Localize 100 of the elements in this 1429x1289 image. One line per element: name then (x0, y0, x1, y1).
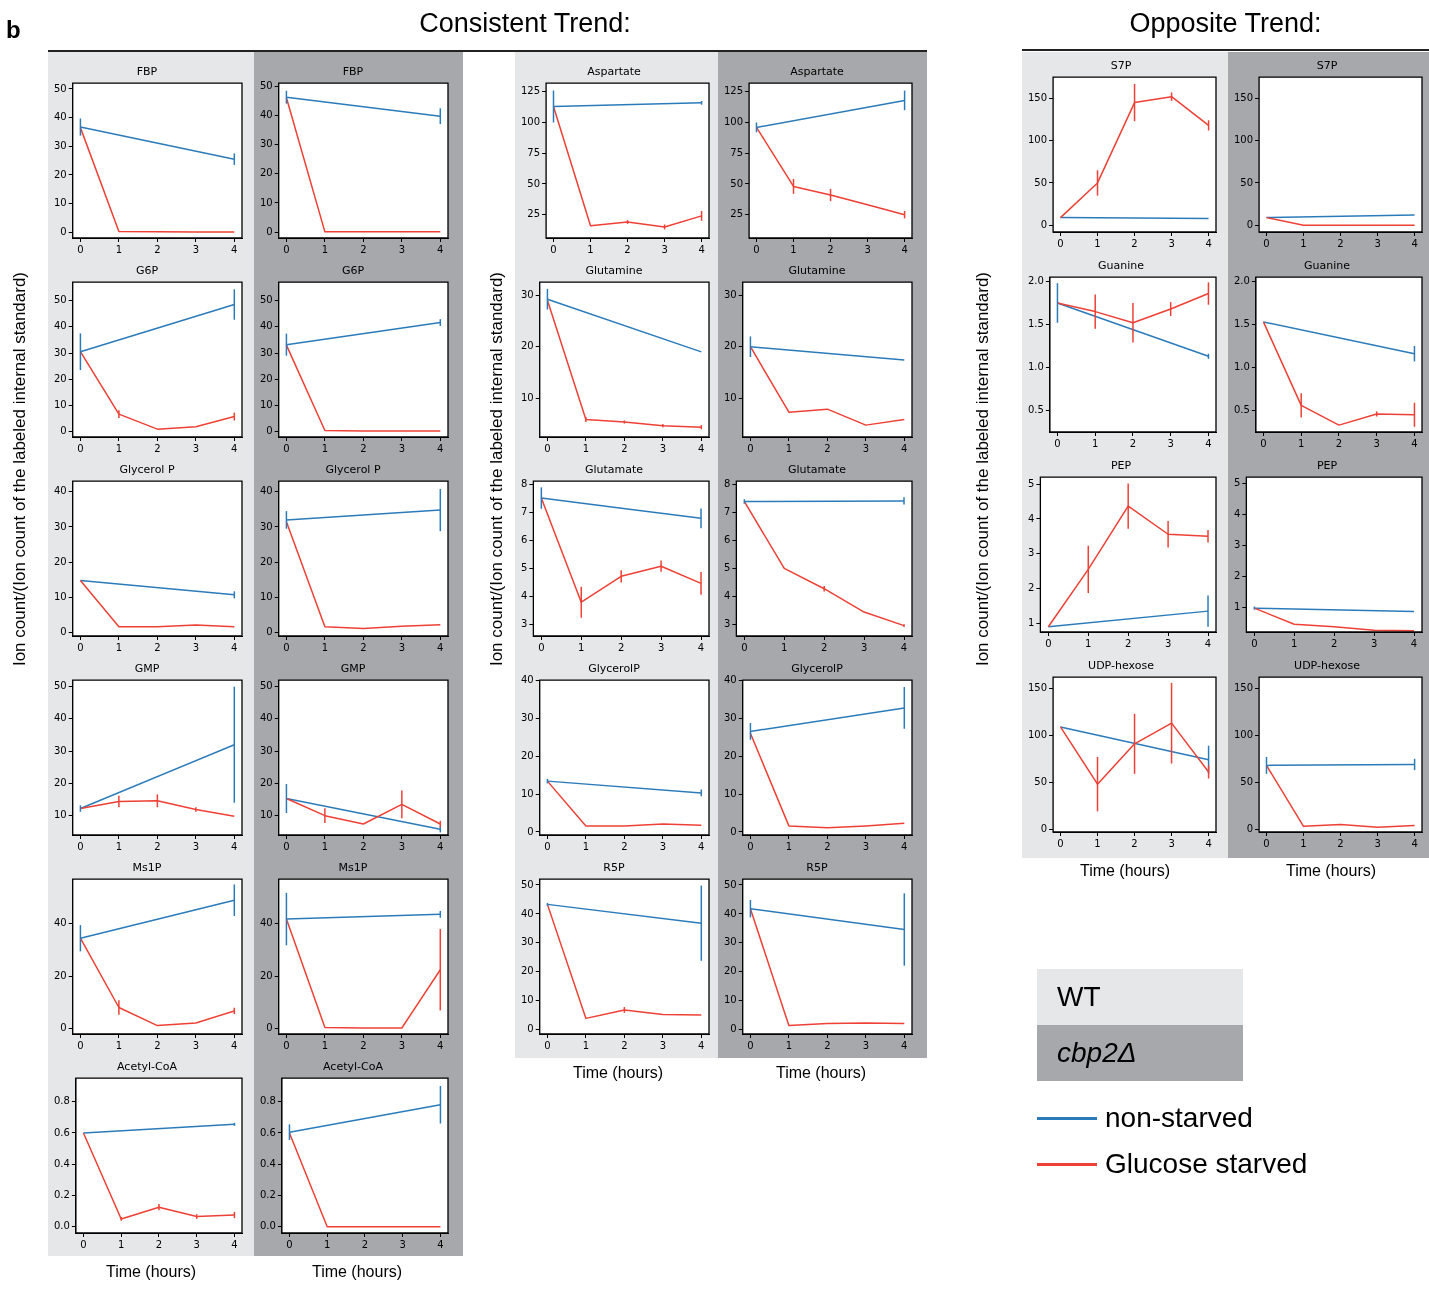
x-tick-label: 0 (1263, 837, 1270, 849)
y-tick-label: 0.2 (260, 1189, 276, 1201)
chart-title: R5P (603, 861, 625, 875)
y-tick-label: 3 (723, 618, 731, 630)
y-tick-label: 2.0 (1234, 275, 1250, 287)
x-tick-label: 0 (544, 840, 551, 852)
x-tick-label: 2 (154, 442, 161, 454)
y-tick-label: 30 (520, 711, 534, 723)
x-tick-label: 2 (360, 243, 367, 255)
y-tick-label: 0 (527, 1023, 534, 1035)
x-axis-title: Time (hours) (104, 1263, 198, 1281)
y-tick-label: 0 (1246, 218, 1254, 230)
y-tick-label: 30 (53, 346, 67, 358)
x-tick-label: 3 (192, 641, 200, 653)
x-tick-label: 4 (437, 442, 444, 454)
x-tick-label: 4 (231, 641, 238, 653)
text: WT (1037, 969, 1243, 1025)
chart-title: Guanine (1303, 259, 1351, 273)
chart-title: GlycerolP (588, 662, 641, 676)
x-tick-label: 1 (1300, 237, 1307, 249)
x-tick-label: 2 (1131, 237, 1138, 249)
y-axis-title: Ion count/(Ion count of the labeled internal standard) (972, 270, 993, 669)
x-tick-label: 1 (118, 1238, 125, 1250)
y-tick-label: 30 (723, 288, 737, 300)
x-tick-label: 4 (231, 442, 238, 454)
x-tick-label: 0 (747, 1039, 754, 1051)
y-tick-label: 40 (723, 673, 737, 685)
x-tick-label: 1 (1300, 837, 1307, 849)
x-tick-label: 0 (1057, 237, 1064, 249)
x-tick-label: 2 (1129, 437, 1137, 449)
y-tick-label: 30 (520, 936, 534, 948)
y-tick-label: 50 (53, 82, 67, 94)
x-tick-label: 4 (1410, 637, 1418, 649)
x-axis-title: Time (hours) (1078, 862, 1172, 880)
y-tick-label: 0 (730, 1023, 737, 1035)
x-tick-label: 0 (747, 442, 754, 454)
y-tick-label: 20 (723, 749, 737, 761)
x-tick-label: 3 (192, 243, 200, 255)
y-tick-label: 8 (723, 477, 731, 489)
x-tick-label: 4 (437, 1238, 444, 1250)
y-tick-label: 30 (53, 744, 67, 756)
y-tick-label: 40 (53, 485, 67, 497)
x-tick-label: 3 (398, 442, 406, 454)
y-tick-label: 1.5 (1234, 318, 1250, 330)
y-tick-label: 20 (53, 168, 67, 180)
y-tick-label: 5 (1233, 476, 1241, 488)
x-tick-label: 0 (77, 840, 84, 852)
x-tick-label: 3 (192, 1039, 200, 1051)
x-tick-label: 0 (77, 243, 84, 255)
chart-title: Glutamine (788, 264, 846, 278)
y-tick-label: 20 (520, 340, 534, 352)
y-tick-label: 0.5 (1234, 404, 1250, 416)
x-tick-label: 2 (155, 1238, 163, 1250)
y-tick-label: 125 (520, 85, 541, 97)
y-tick-label: 40 (259, 712, 273, 724)
x-tick-label: 2 (1337, 237, 1344, 249)
x-tick-label: 3 (659, 442, 667, 454)
chart-title: Acetyl-CoA (117, 1060, 178, 1074)
x-tick-label: 3 (860, 641, 868, 653)
y-tick-label: 20 (259, 372, 273, 384)
x-tick-label: 1 (115, 641, 123, 653)
y-tick-label: 40 (520, 907, 534, 919)
x-tick-label: 2 (824, 840, 831, 852)
y-tick-label: 0 (730, 825, 737, 837)
x-tick-label: 2 (360, 1039, 367, 1051)
y-tick-label: 7 (723, 505, 731, 517)
chart-title: GMP (340, 662, 366, 676)
y-tick-label: 30 (259, 744, 273, 756)
chart-title: FBP (136, 65, 158, 79)
y-tick-label: 100 (520, 116, 541, 128)
text: b (6, 16, 21, 44)
x-tick-label: 1 (115, 442, 123, 454)
x-tick-label: 4 (1411, 437, 1418, 449)
text: cbp2Δ (1037, 1025, 1243, 1081)
x-tick-label: 4 (901, 840, 908, 852)
y-tick-label: 0.2 (54, 1189, 70, 1201)
x-tick-label: 4 (1205, 837, 1212, 849)
y-tick-label: 0 (60, 1022, 67, 1034)
chart-title: Glutamine (585, 264, 643, 278)
x-tick-label: 1 (115, 243, 123, 255)
x-tick-label: 0 (1057, 837, 1064, 849)
x-tick-label: 2 (360, 442, 367, 454)
x-tick-label: 3 (1374, 837, 1381, 849)
x-axis-title: Time (hours) (571, 1064, 665, 1082)
y-tick-label: 40 (259, 485, 273, 497)
y-tick-label: 40 (53, 111, 67, 123)
x-tick-label: 3 (398, 641, 406, 653)
y-tick-label: 40 (723, 907, 737, 919)
y-tick-label: 2 (1233, 569, 1241, 581)
chart-title: PEP (1316, 459, 1338, 473)
x-tick-label: 1 (1094, 837, 1101, 849)
x-tick-label: 4 (231, 1039, 238, 1051)
y-tick-label: 100 (1027, 134, 1048, 146)
x-tick-label: 1 (582, 840, 590, 852)
y-tick-label: 50 (259, 294, 273, 306)
x-tick-label: 2 (360, 641, 367, 653)
chart-title: Glycerol P (119, 463, 175, 477)
y-tick-label: 20 (520, 749, 534, 761)
x-tick-label: 4 (901, 442, 908, 454)
x-tick-label: 2 (624, 243, 631, 255)
